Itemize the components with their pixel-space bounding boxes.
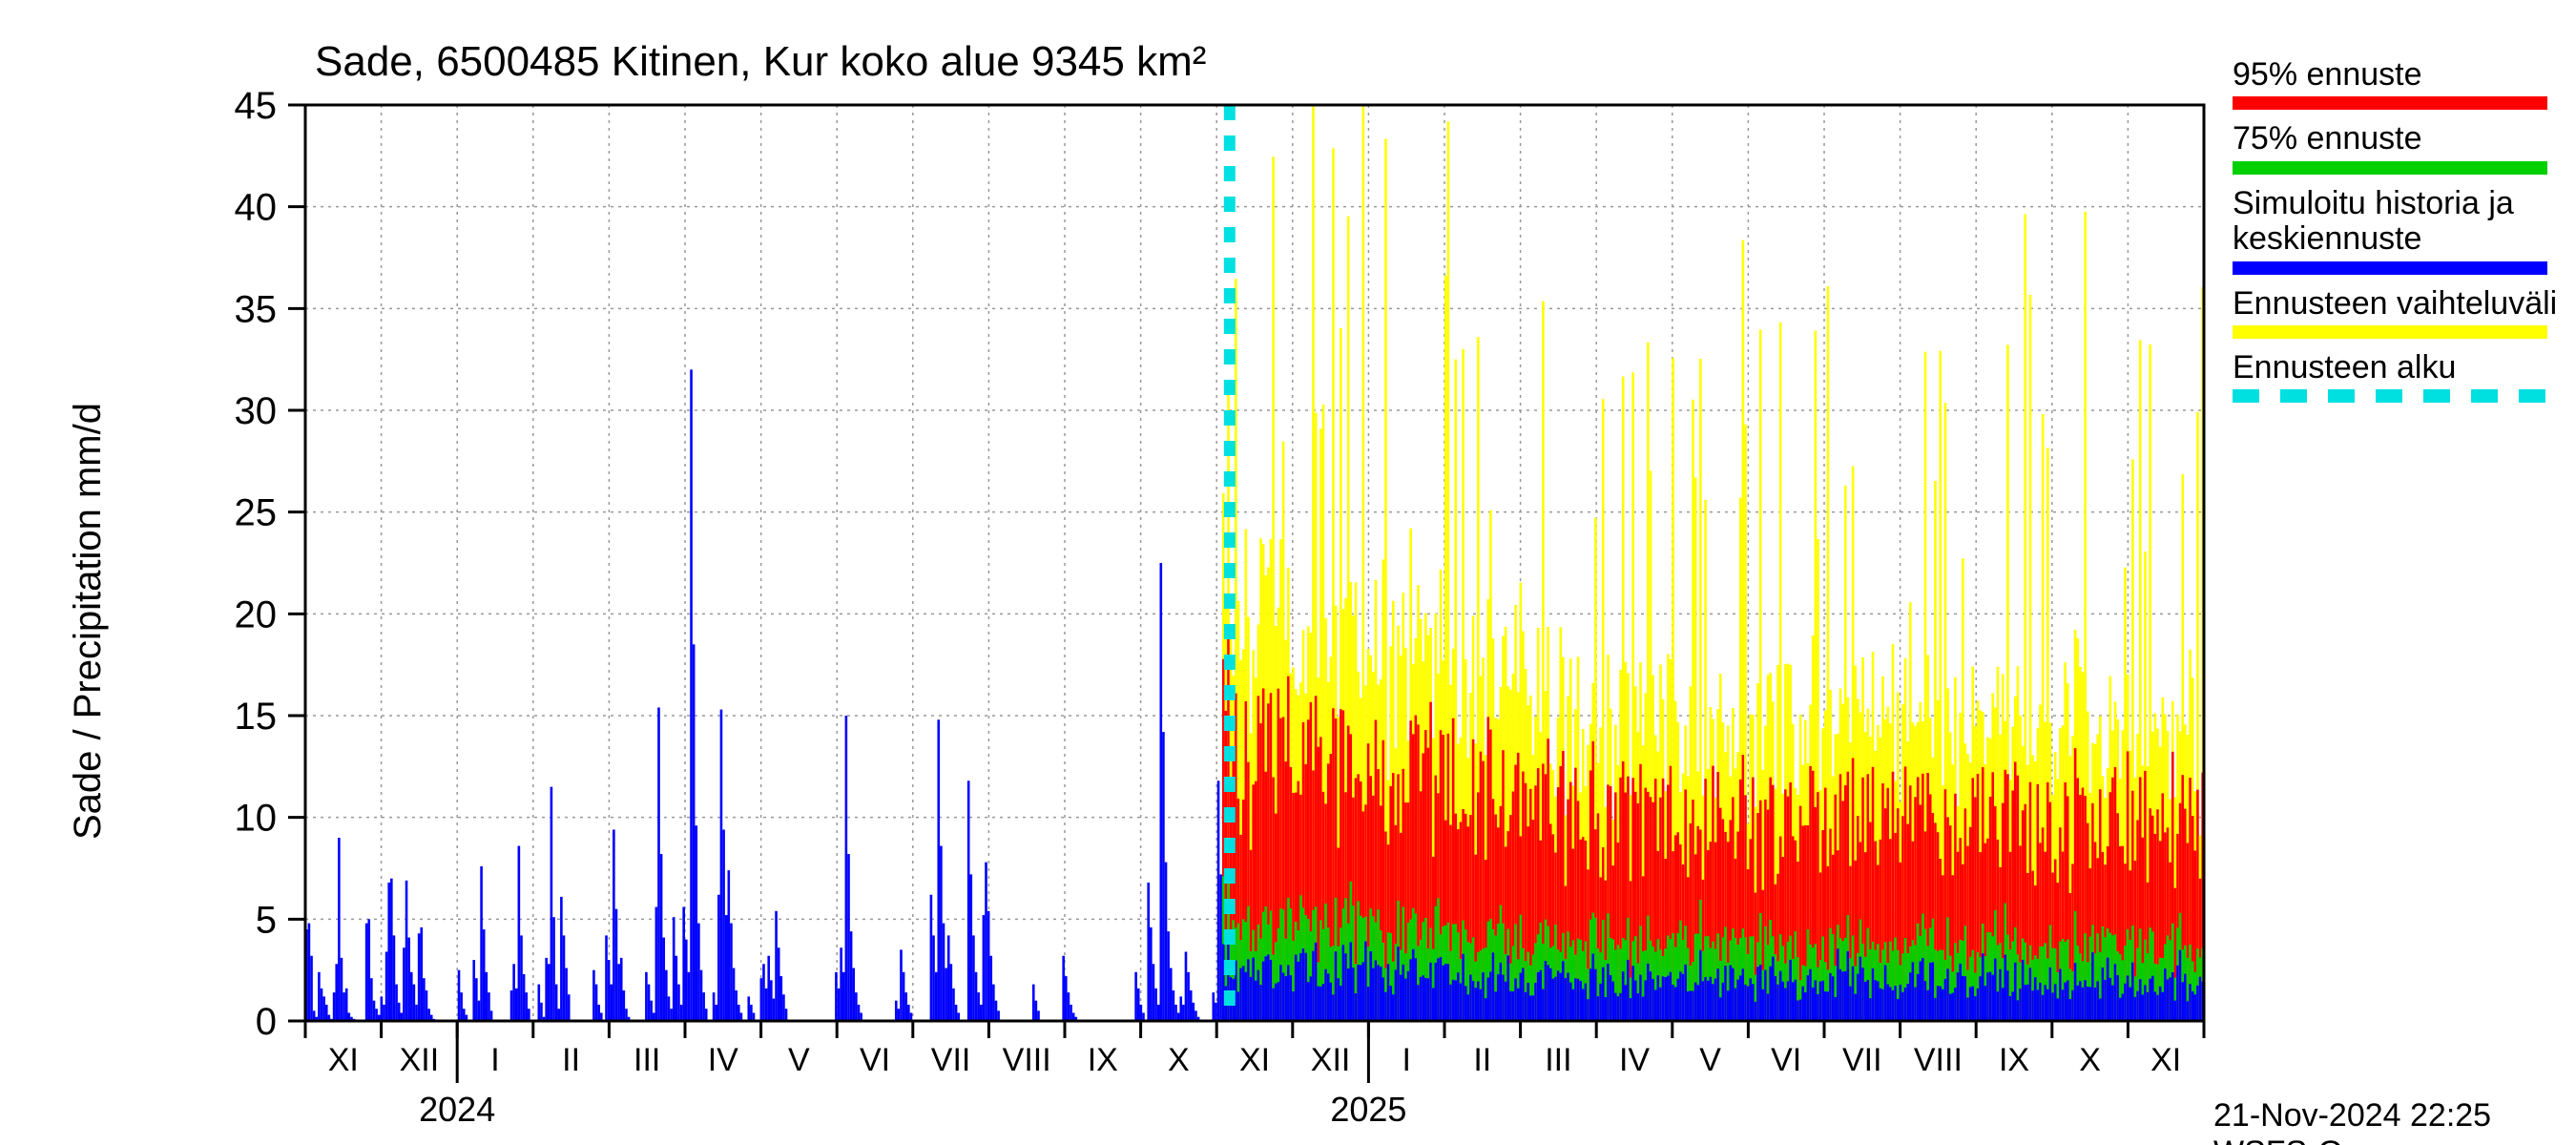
- svg-text:XI: XI: [1239, 1042, 1270, 1078]
- svg-text:VI: VI: [860, 1042, 890, 1078]
- svg-text:45: 45: [235, 85, 278, 127]
- legend-swatch: [2233, 325, 2547, 339]
- svg-text:VII: VII: [1842, 1042, 1882, 1078]
- legend-swatch: [2233, 161, 2547, 175]
- legend-item: Ennusteen alku: [2233, 350, 2557, 403]
- svg-text:IX: IX: [1088, 1042, 1118, 1078]
- svg-text:X: X: [2079, 1042, 2101, 1078]
- svg-text:15: 15: [235, 696, 278, 738]
- svg-text:V: V: [1699, 1042, 1721, 1078]
- svg-text:2024: 2024: [419, 1090, 495, 1129]
- legend-item: Ennusteen vaihteluväli: [2233, 286, 2557, 339]
- svg-text:30: 30: [235, 390, 278, 432]
- svg-text:IV: IV: [708, 1042, 738, 1078]
- svg-text:5: 5: [256, 899, 277, 941]
- legend-swatch: [2233, 389, 2547, 403]
- svg-text:XI: XI: [2150, 1042, 2181, 1078]
- legend: 95% ennuste 75% ennuste Simuloitu historia…: [2233, 57, 2557, 414]
- legend-swatch: [2233, 96, 2547, 110]
- svg-text:25: 25: [235, 492, 278, 534]
- y-axis-label: Sade / Precipitation mm/d: [67, 403, 110, 840]
- legend-label: Simuloitu historia jakeskiennuste: [2233, 186, 2557, 258]
- svg-text:V: V: [788, 1042, 810, 1078]
- legend-item: 75% ennuste: [2233, 121, 2557, 174]
- legend-label: 75% ennuste: [2233, 121, 2557, 156]
- svg-text:III: III: [1545, 1042, 1571, 1078]
- svg-text:I: I: [490, 1042, 499, 1078]
- svg-text:IV: IV: [1619, 1042, 1650, 1078]
- svg-text:VI: VI: [1771, 1042, 1801, 1078]
- legend-item: Simuloitu historia jakeskiennuste: [2233, 186, 2557, 275]
- svg-text:X: X: [1168, 1042, 1190, 1078]
- svg-text:XI: XI: [328, 1042, 359, 1078]
- svg-text:0: 0: [256, 1001, 277, 1043]
- legend-label: Ennusteen alku: [2233, 350, 2557, 385]
- svg-text:III: III: [634, 1042, 660, 1078]
- legend-swatch: [2233, 261, 2547, 275]
- legend-item: 95% ennuste: [2233, 57, 2557, 110]
- chart-container: Sade, 6500485 Kitinen, Kur koko alue 934…: [0, 0, 2576, 1145]
- svg-text:VIII: VIII: [1914, 1042, 1963, 1078]
- svg-text:20: 20: [235, 593, 278, 635]
- svg-text:II: II: [562, 1042, 580, 1078]
- svg-text:40: 40: [235, 187, 278, 229]
- svg-text:I: I: [1402, 1042, 1410, 1078]
- plot-area: 051015202530354045XIXIIIIIIIIIVVVIVIIVII…: [0, 0, 2576, 1145]
- svg-text:II: II: [1473, 1042, 1491, 1078]
- svg-text:XII: XII: [1311, 1042, 1351, 1078]
- svg-text:35: 35: [235, 288, 278, 330]
- svg-text:VIII: VIII: [1003, 1042, 1051, 1078]
- svg-text:XII: XII: [400, 1042, 440, 1078]
- svg-text:2025: 2025: [1330, 1090, 1406, 1129]
- footer-timestamp: 21-Nov-2024 22:25 WSFS-O: [2213, 1097, 2576, 1145]
- legend-label: 95% ennuste: [2233, 57, 2557, 93]
- svg-text:VII: VII: [931, 1042, 971, 1078]
- chart-title: Sade, 6500485 Kitinen, Kur koko alue 934…: [315, 38, 1206, 86]
- svg-text:10: 10: [235, 798, 278, 840]
- svg-text:IX: IX: [1999, 1042, 2029, 1078]
- legend-label: Ennusteen vaihteluväli: [2233, 286, 2557, 322]
